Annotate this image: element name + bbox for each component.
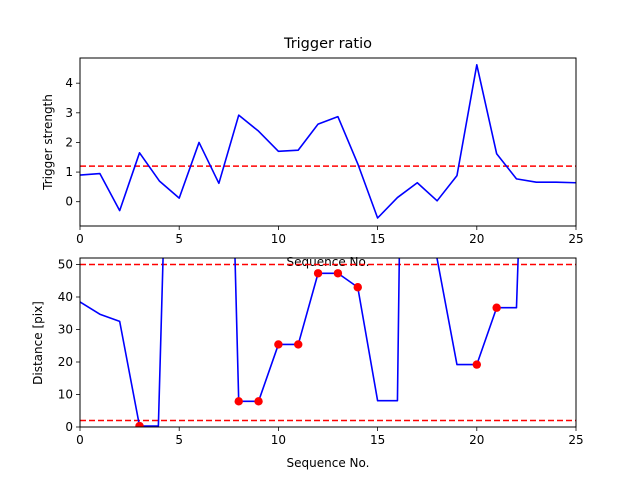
- data-point: [135, 421, 144, 427]
- y-tick-label: 40: [58, 290, 73, 304]
- x-tick-label: 20: [469, 433, 484, 447]
- x-tick-label: 25: [568, 232, 583, 246]
- data-point: [472, 360, 481, 369]
- x-tick-label: 0: [76, 433, 84, 447]
- y-tick-label: 0: [65, 420, 73, 434]
- y-tick-label: 1: [65, 165, 73, 179]
- y-tick-label: 20: [58, 355, 73, 369]
- series-layer: [80, 64, 576, 219]
- data-point: [294, 340, 303, 349]
- y-tick-label: 4: [65, 76, 73, 90]
- y-tick-label: 30: [58, 323, 73, 337]
- data-point: [492, 303, 501, 312]
- data-point: [234, 397, 243, 406]
- y-tick-label: 3: [65, 106, 73, 120]
- data-point: [353, 283, 362, 292]
- y-tick-label: 0: [65, 195, 73, 209]
- y-tick-label: 10: [58, 388, 73, 402]
- data-point: [254, 397, 263, 406]
- x-tick-label: 20: [469, 232, 484, 246]
- x-tick-label: 5: [175, 232, 183, 246]
- marker-layer: [135, 269, 501, 427]
- y-axis-label: Trigger strength: [41, 94, 55, 191]
- data-point: [333, 269, 343, 278]
- trigger-ratio-plot: Trigger ratio Trigger strength Sequence …: [41, 36, 584, 269]
- distance-plot: Distance [pix] Sequence No. 0 5 10 15 20 25 0 1…: [31, 257, 584, 470]
- x-axis-label: Sequence No.: [287, 255, 370, 269]
- x-axis-label: Sequence No.: [287, 456, 370, 470]
- y-axis-label: Distance [pix]: [31, 301, 45, 385]
- tick-layer: 0 5 10 15 20 25 0 1 2 3 4: [65, 76, 583, 246]
- x-tick-label: 10: [271, 232, 286, 246]
- x-tick-label: 10: [271, 433, 286, 447]
- x-tick-label: 15: [370, 232, 385, 246]
- x-tick-label: 15: [370, 433, 385, 447]
- y-tick-label: 50: [58, 258, 73, 272]
- chart-title: Trigger ratio: [283, 36, 372, 52]
- plot-frame: [79, 257, 577, 428]
- data-point: [274, 340, 283, 349]
- plot-frame: [79, 57, 577, 227]
- tick-layer: 0 5 10 15 20 25 0 10 20 30 40 50: [58, 258, 584, 448]
- x-tick-label: 25: [568, 433, 583, 447]
- data-point: [313, 269, 323, 278]
- y-tick-label: 2: [65, 135, 73, 149]
- series-line: [80, 64, 576, 219]
- x-tick-label: 5: [175, 433, 183, 447]
- x-tick-label: 0: [76, 232, 84, 246]
